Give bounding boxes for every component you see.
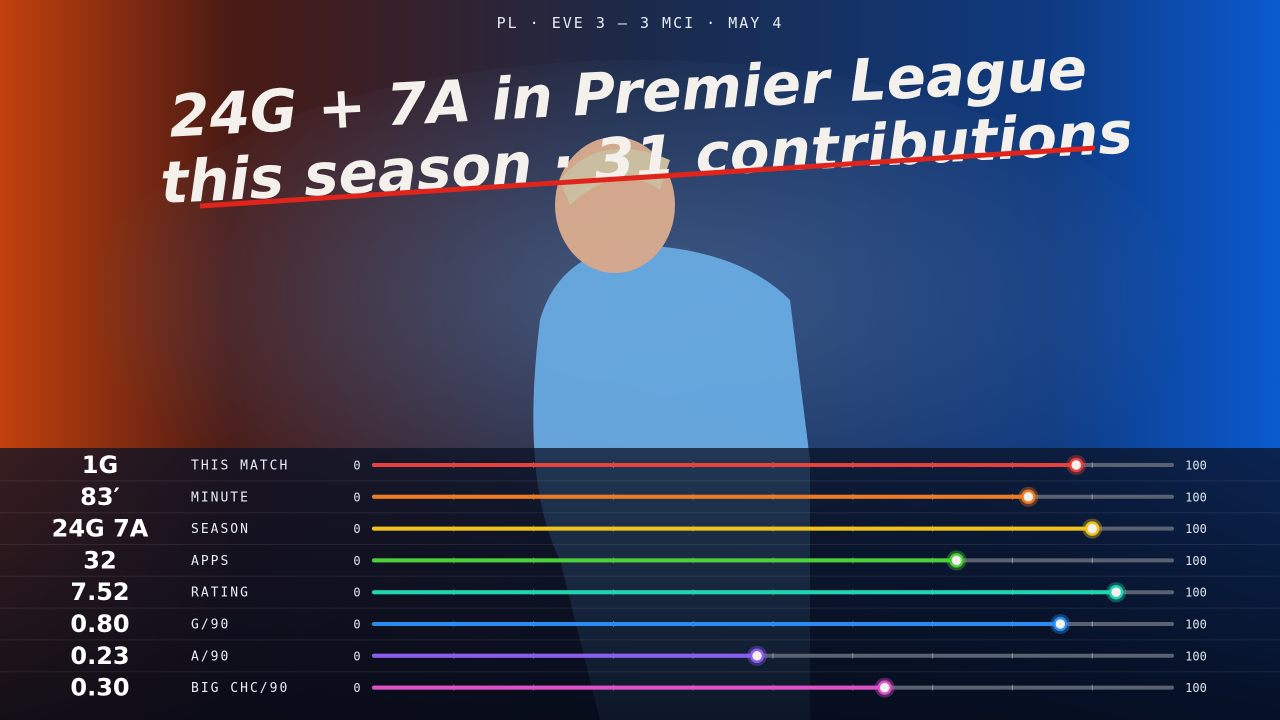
- knob: [1068, 457, 1084, 473]
- scale-max: 100: [1185, 459, 1207, 473]
- stat-label: THIS MATCH: [191, 459, 289, 474]
- scale-min: 0: [353, 681, 360, 695]
- knob: [877, 680, 892, 695]
- knob: [1084, 521, 1100, 536]
- scale-min: 0: [353, 554, 360, 568]
- stat-value: 7.52: [70, 578, 129, 606]
- knob: [1021, 489, 1036, 505]
- stat-label: MINUTE: [191, 490, 250, 505]
- scale-max: 100: [1185, 554, 1207, 568]
- stat-row: 0.80 G/90 0 100: [0, 607, 1280, 638]
- stat-value: 1G: [82, 451, 118, 479]
- stat-row: 24G 7A SEASON 0 100: [0, 512, 1280, 543]
- stat-row: 1G THIS MATCH 0 100: [82, 451, 1207, 479]
- kicker: PL · EVE 3 — 3 MCI · MAY 4: [497, 14, 784, 32]
- stat-value: 83′: [80, 483, 120, 511]
- scale-max: 100: [1185, 490, 1207, 504]
- scale-max: 100: [1185, 586, 1207, 600]
- stat-row: 83′ MINUTE 0 100: [0, 480, 1280, 511]
- scale-min: 0: [353, 459, 360, 473]
- knob: [949, 553, 964, 568]
- stat-value: 0.30: [70, 674, 129, 702]
- stat-label: A/90: [191, 649, 230, 664]
- knob: [1108, 584, 1124, 600]
- stat-label: BIG CHC/90: [191, 681, 289, 696]
- scale-min: 0: [353, 490, 360, 504]
- stat-row: 32 APPS 0 100: [0, 544, 1280, 574]
- stat-label: SEASON: [191, 522, 250, 537]
- stat-row: 0.30 BIG CHC/90 0 100: [0, 671, 1280, 702]
- scale-max: 100: [1185, 522, 1207, 536]
- stat-label: G/90: [191, 618, 230, 633]
- stat-value: 0.23: [70, 642, 129, 670]
- stat-label: APPS: [191, 554, 230, 569]
- scale-max: 100: [1185, 681, 1207, 695]
- scale-max: 100: [1185, 618, 1207, 632]
- scale-max: 100: [1185, 649, 1207, 663]
- stat-value: 32: [83, 546, 116, 574]
- knob: [1053, 616, 1068, 632]
- stat-rows: 1G THIS MATCH 0 100 83′ MINUTE 0 100 24G 7A SEASO…: [0, 451, 1280, 702]
- stat-row: 7.52 RATING 0 100: [0, 575, 1280, 606]
- stats-panel: [0, 448, 1280, 720]
- stat-row: 0.23 A/90 0 100: [0, 639, 1280, 670]
- scale-min: 0: [353, 586, 360, 600]
- stat-value: 24G 7A: [52, 515, 149, 543]
- scale-min: 0: [353, 618, 360, 632]
- title-underline: [199, 145, 1096, 209]
- stat-label: RATING: [191, 586, 250, 601]
- scale-min: 0: [353, 522, 360, 536]
- stat-value: 0.80: [70, 610, 129, 638]
- scale-min: 0: [353, 649, 360, 663]
- knob: [749, 648, 765, 664]
